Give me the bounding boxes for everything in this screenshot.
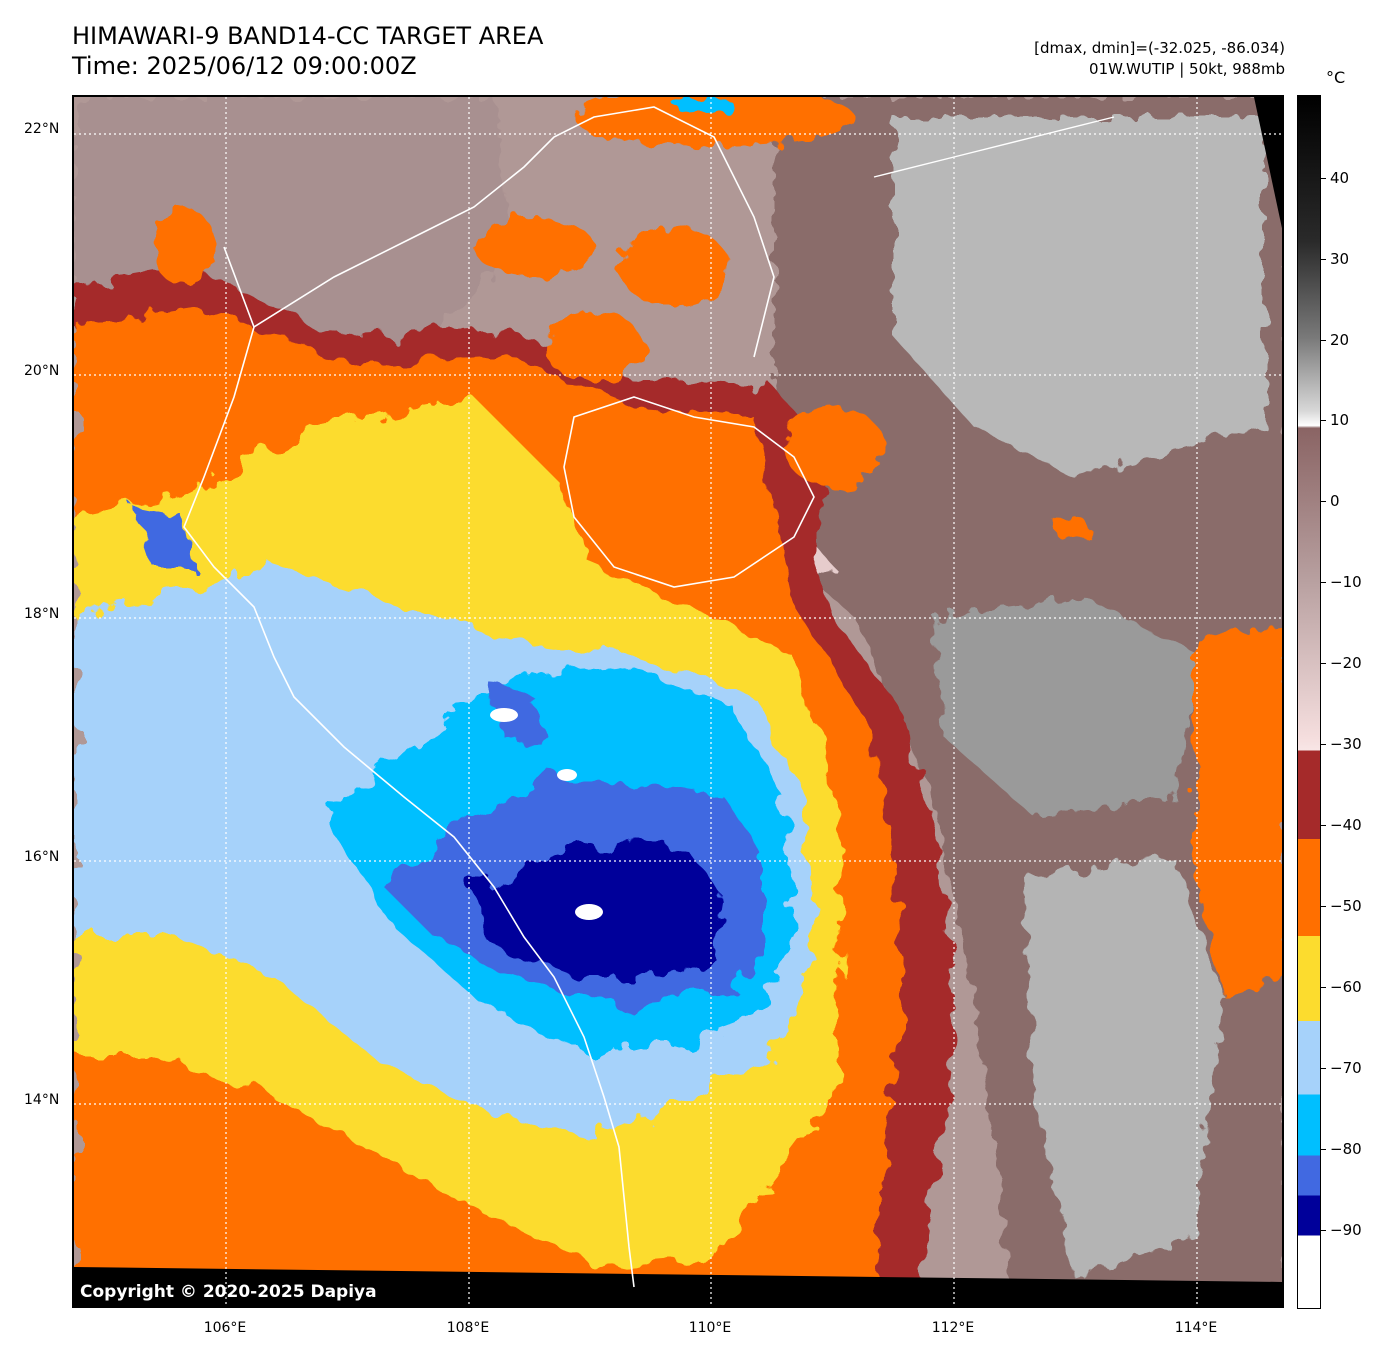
no-data-bottom: [74, 1267, 1282, 1306]
colorbar-tick: −30: [1330, 735, 1362, 753]
cell-orange-4: [784, 407, 884, 487]
gray-cloud-east: [934, 597, 1204, 817]
coastline-vietnam: [183, 246, 635, 1288]
lat-label-20: 20°N: [24, 363, 60, 379]
colorbar-tick: −70: [1330, 1059, 1362, 1077]
lon-label-112: 112°E: [931, 1320, 975, 1336]
gray-cloud-south-east: [1024, 857, 1224, 1277]
dmax-dmin-label: [dmax, dmin]=(-32.025, -86.034): [1034, 39, 1285, 57]
lon-label-114: 114°E: [1174, 1320, 1218, 1336]
colorbar-tick: −40: [1330, 816, 1362, 834]
lon-label-106: 106°E: [203, 1320, 247, 1336]
lat-label-22: 22°N: [24, 121, 60, 137]
colorbar-tick: −20: [1330, 654, 1362, 672]
colorbar-tick: 40: [1330, 169, 1350, 187]
colorbar-tick: −60: [1330, 978, 1362, 996]
lat-label-14: 14°N: [24, 1092, 60, 1108]
scattered-cells: [154, 97, 1090, 541]
cell-orange-2: [619, 227, 729, 307]
lat-label-16: 16°N: [24, 849, 60, 865]
top-white-2: [557, 769, 577, 781]
top-white-1: [490, 708, 518, 722]
colorbar: [1297, 95, 1321, 1309]
cell-orange-1: [474, 217, 594, 277]
gray-cloud-north-east: [894, 117, 1264, 477]
overshooting-tops: [490, 708, 603, 920]
coastline-hainan: [563, 396, 815, 588]
gridlines: [74, 97, 1282, 1306]
coastline-china: [253, 106, 775, 358]
colorbar-tick: −10: [1330, 573, 1362, 591]
cell-sky-blue-top: [674, 97, 734, 113]
cell-orange-6: [154, 207, 214, 287]
lat-label-18: 18°N: [24, 606, 60, 622]
cell-royal-blue-west: [134, 507, 194, 567]
colorbar-tick: 10: [1330, 411, 1350, 429]
colorbar-unit: °C: [1326, 68, 1346, 87]
lon-label-108: 108°E: [446, 1320, 490, 1336]
coastline-guangdong: [873, 116, 1115, 178]
orange-cloud-east: [1194, 627, 1282, 997]
colorbar-tick: −80: [1330, 1140, 1362, 1158]
no-data-top-right: [1254, 97, 1282, 229]
colorbar-tick: −90: [1330, 1221, 1362, 1239]
map-image: [74, 97, 1282, 1306]
cell-orange-7: [1054, 517, 1090, 541]
chart-title: HIMAWARI-9 BAND14-CC TARGET AREA: [72, 22, 544, 50]
colorbar-tick: 20: [1330, 331, 1350, 349]
lon-label-110: 110°E: [688, 1320, 732, 1336]
top-white-3: [575, 904, 603, 920]
satellite-map: Copyright © 2020-2025 Dapiya: [72, 95, 1284, 1308]
cell-orange-5: [544, 312, 644, 382]
copyright-label: Copyright © 2020-2025 Dapiya: [80, 1282, 377, 1302]
colorbar-tick: 30: [1330, 250, 1350, 268]
storm-info-label: 01W.WUTIP | 50kt, 988mb: [1089, 60, 1285, 78]
colorbar-tick: −50: [1330, 897, 1362, 915]
time-label: Time: 2025/06/12 09:00:00Z: [72, 52, 417, 80]
convective-system: [74, 267, 954, 1306]
colorbar-tick: 0: [1330, 492, 1340, 510]
